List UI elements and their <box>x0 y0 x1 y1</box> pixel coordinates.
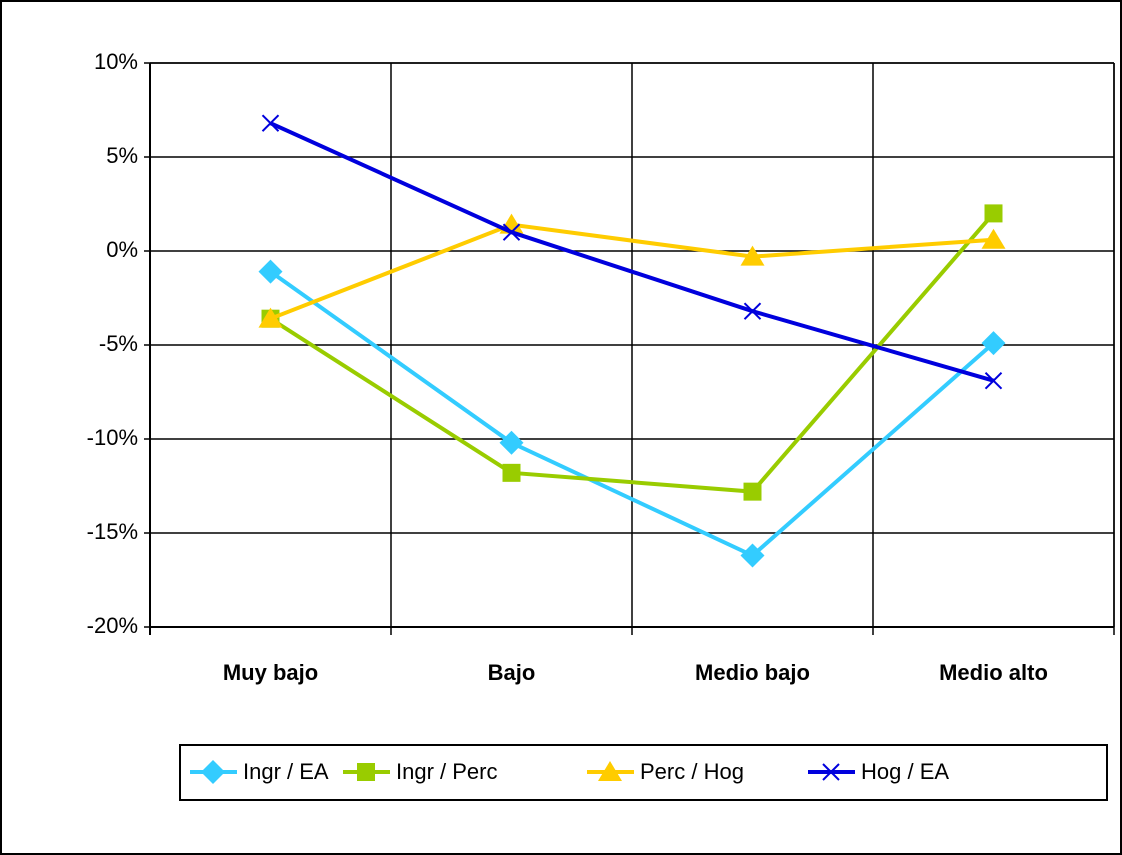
legend-marker <box>201 760 225 784</box>
marker <box>740 245 765 266</box>
legend-label: Ingr / EA <box>243 759 329 784</box>
series-line <box>269 270 995 558</box>
marker <box>740 543 765 568</box>
series-line <box>269 212 996 494</box>
legend-marker <box>598 761 622 781</box>
legend-label: Hog / EA <box>861 759 949 784</box>
y-tick-label: -5% <box>99 331 138 356</box>
legend-box <box>179 744 1108 801</box>
marker <box>984 204 1003 223</box>
x-tick-label: Bajo <box>488 660 536 685</box>
y-tick-label: 10% <box>94 49 138 74</box>
legend-marker <box>822 763 840 781</box>
legend-label: Ingr / Perc <box>396 759 497 784</box>
y-tick-label: -10% <box>87 425 138 450</box>
x-tick-label: Muy bajo <box>223 660 318 685</box>
y-tick-label: 5% <box>106 143 138 168</box>
y-tick-label: -20% <box>87 613 138 638</box>
marker <box>258 307 283 328</box>
marker <box>984 372 1003 390</box>
marker <box>258 259 283 284</box>
marker <box>981 228 1006 249</box>
y-tick-label: 0% <box>106 237 138 262</box>
marker <box>499 430 524 455</box>
x-tick-label: Medio alto <box>939 660 1048 685</box>
marker <box>502 223 521 241</box>
series-line <box>269 121 995 383</box>
x-tick-label: Medio bajo <box>695 660 810 685</box>
marker <box>261 114 280 132</box>
marker <box>981 331 1006 356</box>
series-line <box>269 222 994 321</box>
legend-label: Perc / Hog <box>640 759 744 784</box>
marker <box>743 302 762 320</box>
y-tick-label: -15% <box>87 519 138 544</box>
marker <box>502 463 521 482</box>
legend-marker <box>357 763 375 781</box>
marker <box>743 482 762 501</box>
